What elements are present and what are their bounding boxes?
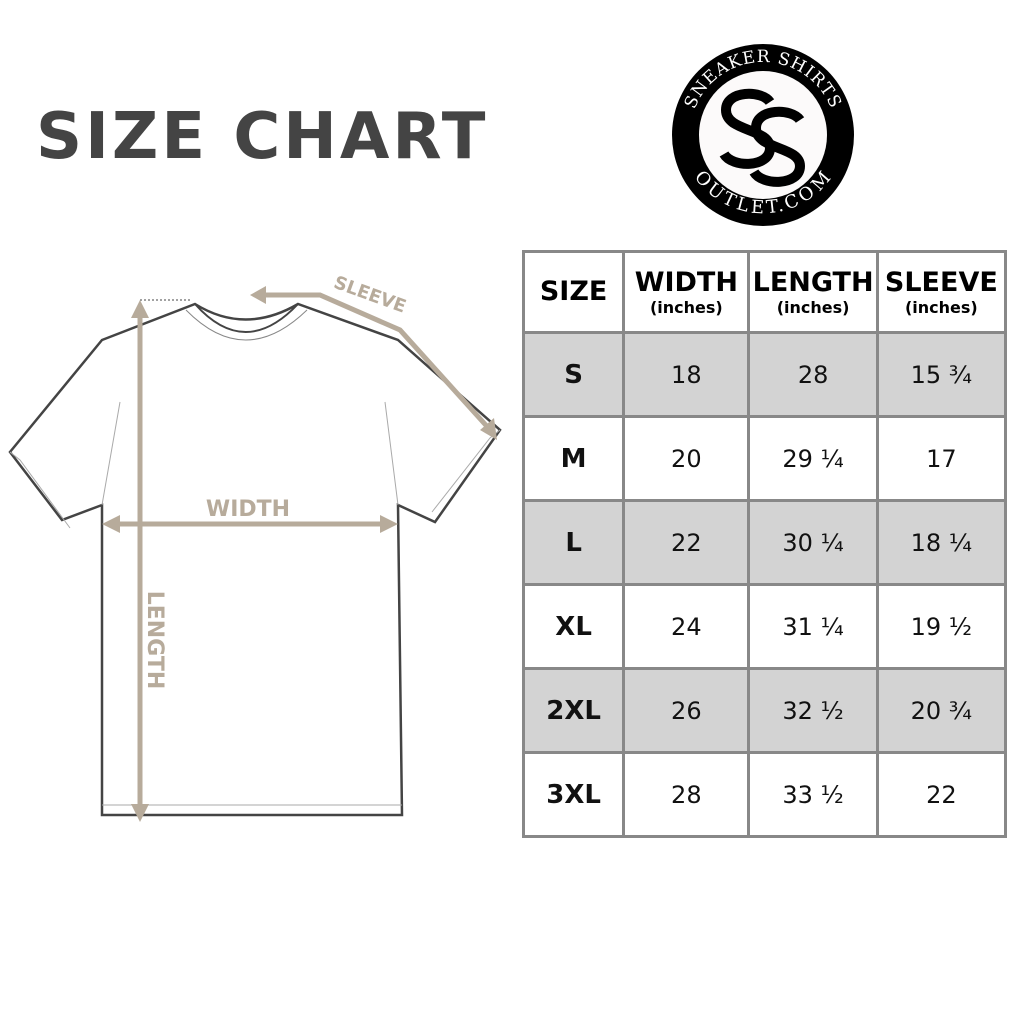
table-row: S 18 28 15 ¾ bbox=[521, 331, 1008, 418]
length-cell: 29 ¼ bbox=[747, 415, 879, 502]
header-sleeve: SLEEVE (inches) bbox=[875, 250, 1008, 334]
width-cell: 18 bbox=[622, 331, 751, 418]
table-row: 3XL 28 33 ½ 22 bbox=[521, 751, 1008, 838]
sleeve-cell: 19 ½ bbox=[875, 583, 1008, 670]
monogram-icon bbox=[719, 88, 806, 187]
length-cell: 30 ¼ bbox=[747, 499, 879, 586]
size-cell: L bbox=[521, 499, 626, 586]
length-label: LENGTH bbox=[142, 591, 167, 690]
sleeve-label: SLEEVE bbox=[331, 272, 409, 317]
size-cell: 3XL bbox=[521, 751, 626, 838]
length-cell: 33 ½ bbox=[747, 751, 879, 838]
size-table: SIZE WIDTH (inches) LENGTH (inches) SLEEVE… bbox=[521, 250, 1008, 838]
width-cell: 20 bbox=[622, 415, 751, 502]
width-cell: 28 bbox=[622, 751, 751, 838]
header-size: SIZE bbox=[521, 250, 626, 334]
header-width: WIDTH (inches) bbox=[622, 250, 751, 334]
length-cell: 28 bbox=[747, 331, 879, 418]
tshirt-diagram: WIDTH LENGTH SLEEVE bbox=[8, 272, 502, 822]
page-title: SIZE CHART bbox=[36, 100, 489, 174]
length-cell: 31 ¼ bbox=[747, 583, 879, 670]
width-cell: 22 bbox=[622, 499, 751, 586]
header-length: LENGTH (inches) bbox=[747, 250, 879, 334]
sleeve-cell: 20 ¾ bbox=[875, 667, 1008, 754]
sleeve-cell: 17 bbox=[875, 415, 1008, 502]
sleeve-cell: 22 bbox=[875, 751, 1008, 838]
width-cell: 24 bbox=[622, 583, 751, 670]
length-cell: 32 ½ bbox=[747, 667, 879, 754]
size-cell: XL bbox=[521, 583, 626, 670]
table-row: L 22 30 ¼ 18 ¼ bbox=[521, 499, 1008, 586]
sleeve-arrow bbox=[260, 292, 494, 434]
size-cell: 2XL bbox=[521, 667, 626, 754]
brand-logo: SNEAKER SHIRTS OUTLET.COM bbox=[672, 44, 854, 226]
table-row: M 20 29 ¼ 17 bbox=[521, 415, 1008, 502]
size-cell: M bbox=[521, 415, 626, 502]
width-label: WIDTH bbox=[206, 497, 290, 522]
sleeve-cell: 18 ¼ bbox=[875, 499, 1008, 586]
sleeve-cell: 15 ¾ bbox=[875, 331, 1008, 418]
width-cell: 26 bbox=[622, 667, 751, 754]
size-cell: S bbox=[521, 331, 626, 418]
tshirt-outline bbox=[8, 302, 502, 817]
table-row: XL 24 31 ¼ 19 ½ bbox=[521, 583, 1008, 670]
table-header-row: SIZE WIDTH (inches) LENGTH (inches) SLEEVE… bbox=[521, 250, 1008, 334]
table-row: 2XL 26 32 ½ 20 ¾ bbox=[521, 667, 1008, 754]
